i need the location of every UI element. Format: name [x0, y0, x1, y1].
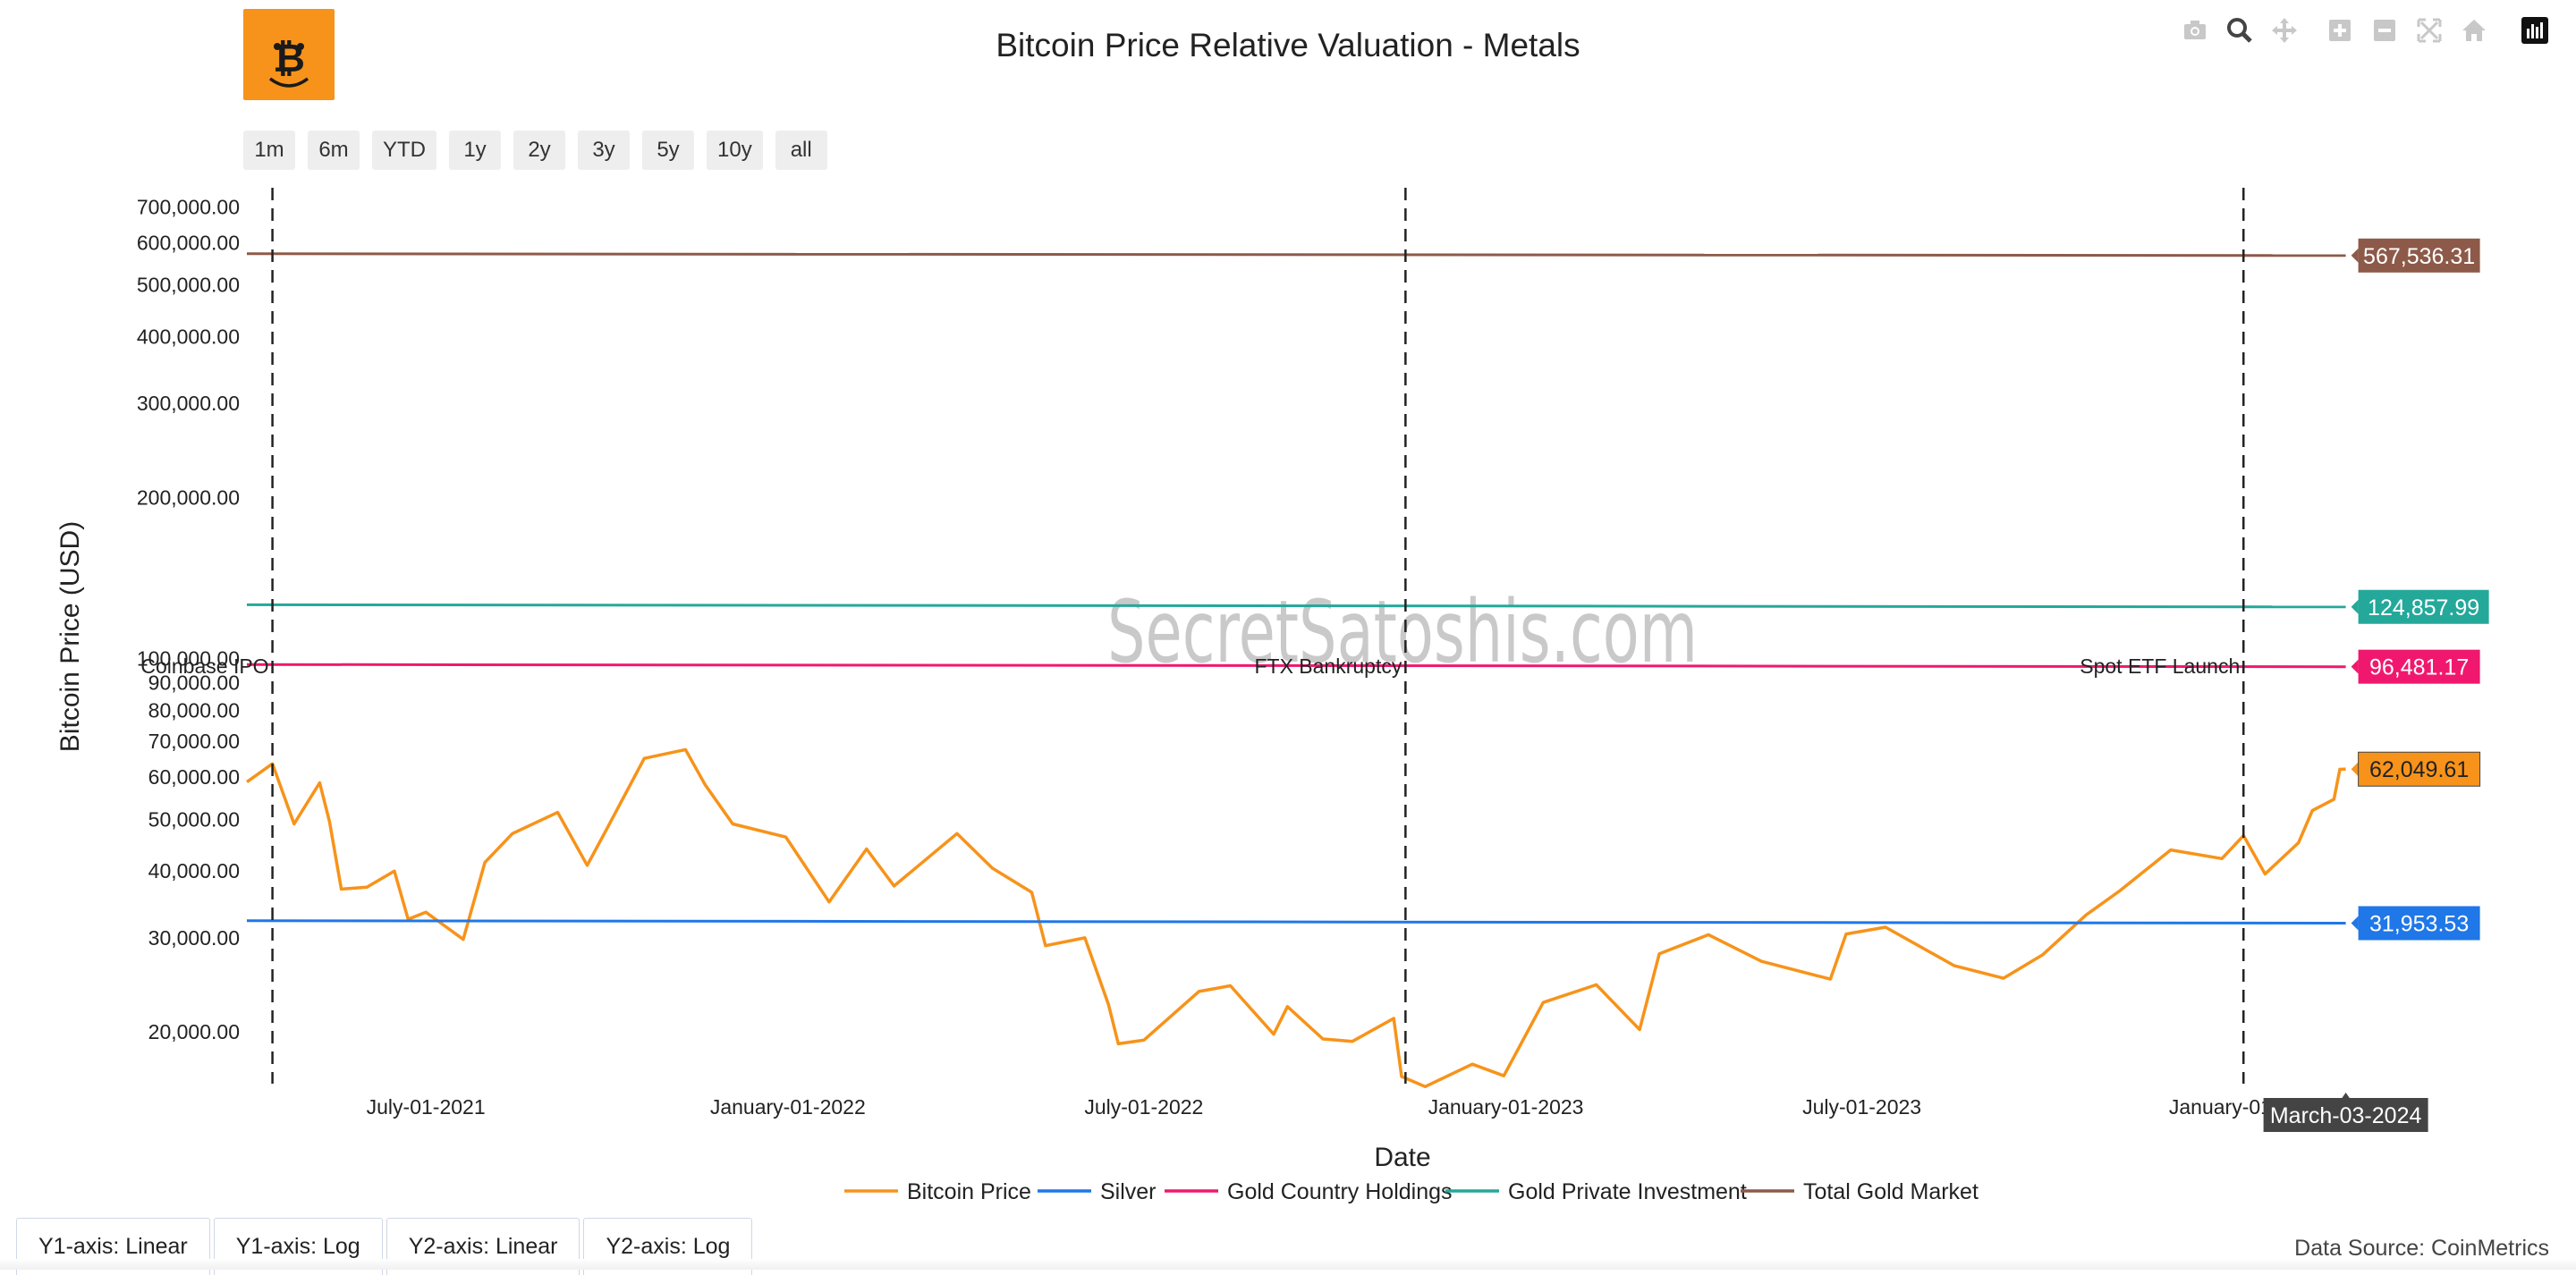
plotly-logo-icon[interactable] [2519, 14, 2551, 46]
zoom-icon[interactable] [2224, 14, 2256, 46]
value-label-pointer [2351, 248, 2359, 263]
x-tick-label: January-01- [2169, 1095, 2279, 1119]
y-tick-label: 70,000.00 [148, 730, 240, 753]
data-source-note: Data Source: CoinMetrics [2294, 1236, 2549, 1261]
value-label-pointer [2351, 599, 2359, 614]
zoom-in-icon[interactable] [2324, 14, 2356, 46]
modebar [2179, 13, 2551, 48]
y-tick-label: 700,000.00 [137, 195, 240, 218]
value-label-box [2358, 589, 2489, 624]
value-label-box [2358, 238, 2480, 273]
legend-item-bitcoin-price[interactable]: Bitcoin Price [907, 1179, 1031, 1204]
range-button-5y[interactable]: 5y [642, 131, 694, 170]
x-tick-label: July-01-2022 [1084, 1095, 1203, 1119]
event-label: Coinbase IPO [140, 654, 268, 678]
event-label: Spot ETF Launch [2080, 654, 2240, 678]
y-tick-label: 60,000.00 [148, 765, 240, 789]
series-line-gold-country-holdings [246, 663, 2346, 669]
value-label-box [2358, 649, 2480, 684]
range-button-1y[interactable]: 1y [449, 131, 501, 170]
x-axis-title: Date [1374, 1143, 1430, 1172]
y-tick-label: 500,000.00 [137, 274, 240, 297]
value-label-pointer [2351, 659, 2359, 674]
x-tick-label: July-01-2023 [1802, 1095, 1921, 1119]
range-selector: 1m 6m YTD 1y 2y 3y 5y 10y all [243, 131, 827, 170]
zoom-out-icon[interactable] [2368, 14, 2401, 46]
value-label-total-gold-market: 567,536.31 [2363, 244, 2475, 269]
x-tick-label: July-01-2021 [367, 1095, 486, 1119]
value-label-pointer [2351, 762, 2359, 777]
y-tick-label: 20,000.00 [148, 1020, 240, 1043]
chart-plot: SecretSatoshis.com20,000.0030,000.0040,0… [55, 188, 2489, 1204]
autoscale-icon[interactable] [2413, 14, 2445, 46]
series-line-gold-private-investment [246, 603, 2346, 609]
hover-date-label: March-03-2024 [2270, 1103, 2422, 1128]
range-button-6m[interactable]: 6m [308, 131, 360, 170]
legend-item-silver[interactable]: Silver [1100, 1179, 1157, 1204]
reset-axes-icon[interactable] [2458, 14, 2490, 46]
series-line-total-gold-market [246, 252, 2346, 258]
y-tick-label: 600,000.00 [137, 231, 240, 254]
x-tick-label: January-01-2023 [1428, 1095, 1584, 1119]
legend-item-gold-private-investment[interactable]: Gold Private Investment [1508, 1179, 1747, 1204]
y-tick-label: 300,000.00 [137, 392, 240, 415]
series-line-silver [246, 919, 2346, 925]
y-tick-label: 30,000.00 [148, 926, 240, 950]
range-button-ytd[interactable]: YTD [372, 131, 436, 170]
range-button-3y[interactable]: 3y [578, 131, 630, 170]
y-tick-label: 100,000.00 [137, 646, 240, 670]
footer-divider [0, 1259, 2576, 1270]
range-button-2y[interactable]: 2y [513, 131, 565, 170]
y-tick-label: 400,000.00 [137, 325, 240, 349]
value-label-gold-country-holdings: 96,481.17 [2369, 655, 2469, 680]
bitcoin-face-logo-icon: ₿ [243, 9, 335, 100]
value-label-gold-private-investment: 124,857.99 [2368, 595, 2479, 621]
range-button-1m[interactable]: 1m [243, 131, 295, 170]
event-label: FTX Bankruptcy [1254, 654, 1402, 678]
y-tick-label: 50,000.00 [148, 807, 240, 831]
hover-label-box [2263, 1098, 2428, 1132]
x-tick-label: January-01-2022 [710, 1095, 866, 1119]
value-label-box [2358, 906, 2480, 941]
value-label-silver: 31,953.53 [2369, 911, 2469, 936]
y-tick-label: 200,000.00 [137, 486, 240, 509]
series-line-bitcoin-price [245, 747, 2346, 1089]
legend-item-total-gold-market[interactable]: Total Gold Market [1803, 1179, 1979, 1204]
value-label-pointer [2351, 916, 2359, 931]
y-tick-label: 80,000.00 [148, 698, 240, 722]
value-label-box [2358, 751, 2481, 787]
y-axis-title: Bitcoin Price (USD) [55, 521, 85, 752]
legend-item-gold-country-holdings[interactable]: Gold Country Holdings [1227, 1179, 1453, 1204]
y-tick-label: 40,000.00 [148, 859, 240, 882]
pan-icon[interactable] [2268, 14, 2301, 46]
range-button-all[interactable]: all [775, 131, 827, 170]
range-button-10y[interactable]: 10y [707, 131, 763, 170]
y-tick-label: 90,000.00 [148, 671, 240, 695]
camera-icon[interactable] [2179, 14, 2211, 46]
chart-title: Bitcoin Price Relative Valuation - Metal… [996, 27, 1580, 63]
value-label-bitcoin-price: 62,049.61 [2369, 757, 2469, 782]
